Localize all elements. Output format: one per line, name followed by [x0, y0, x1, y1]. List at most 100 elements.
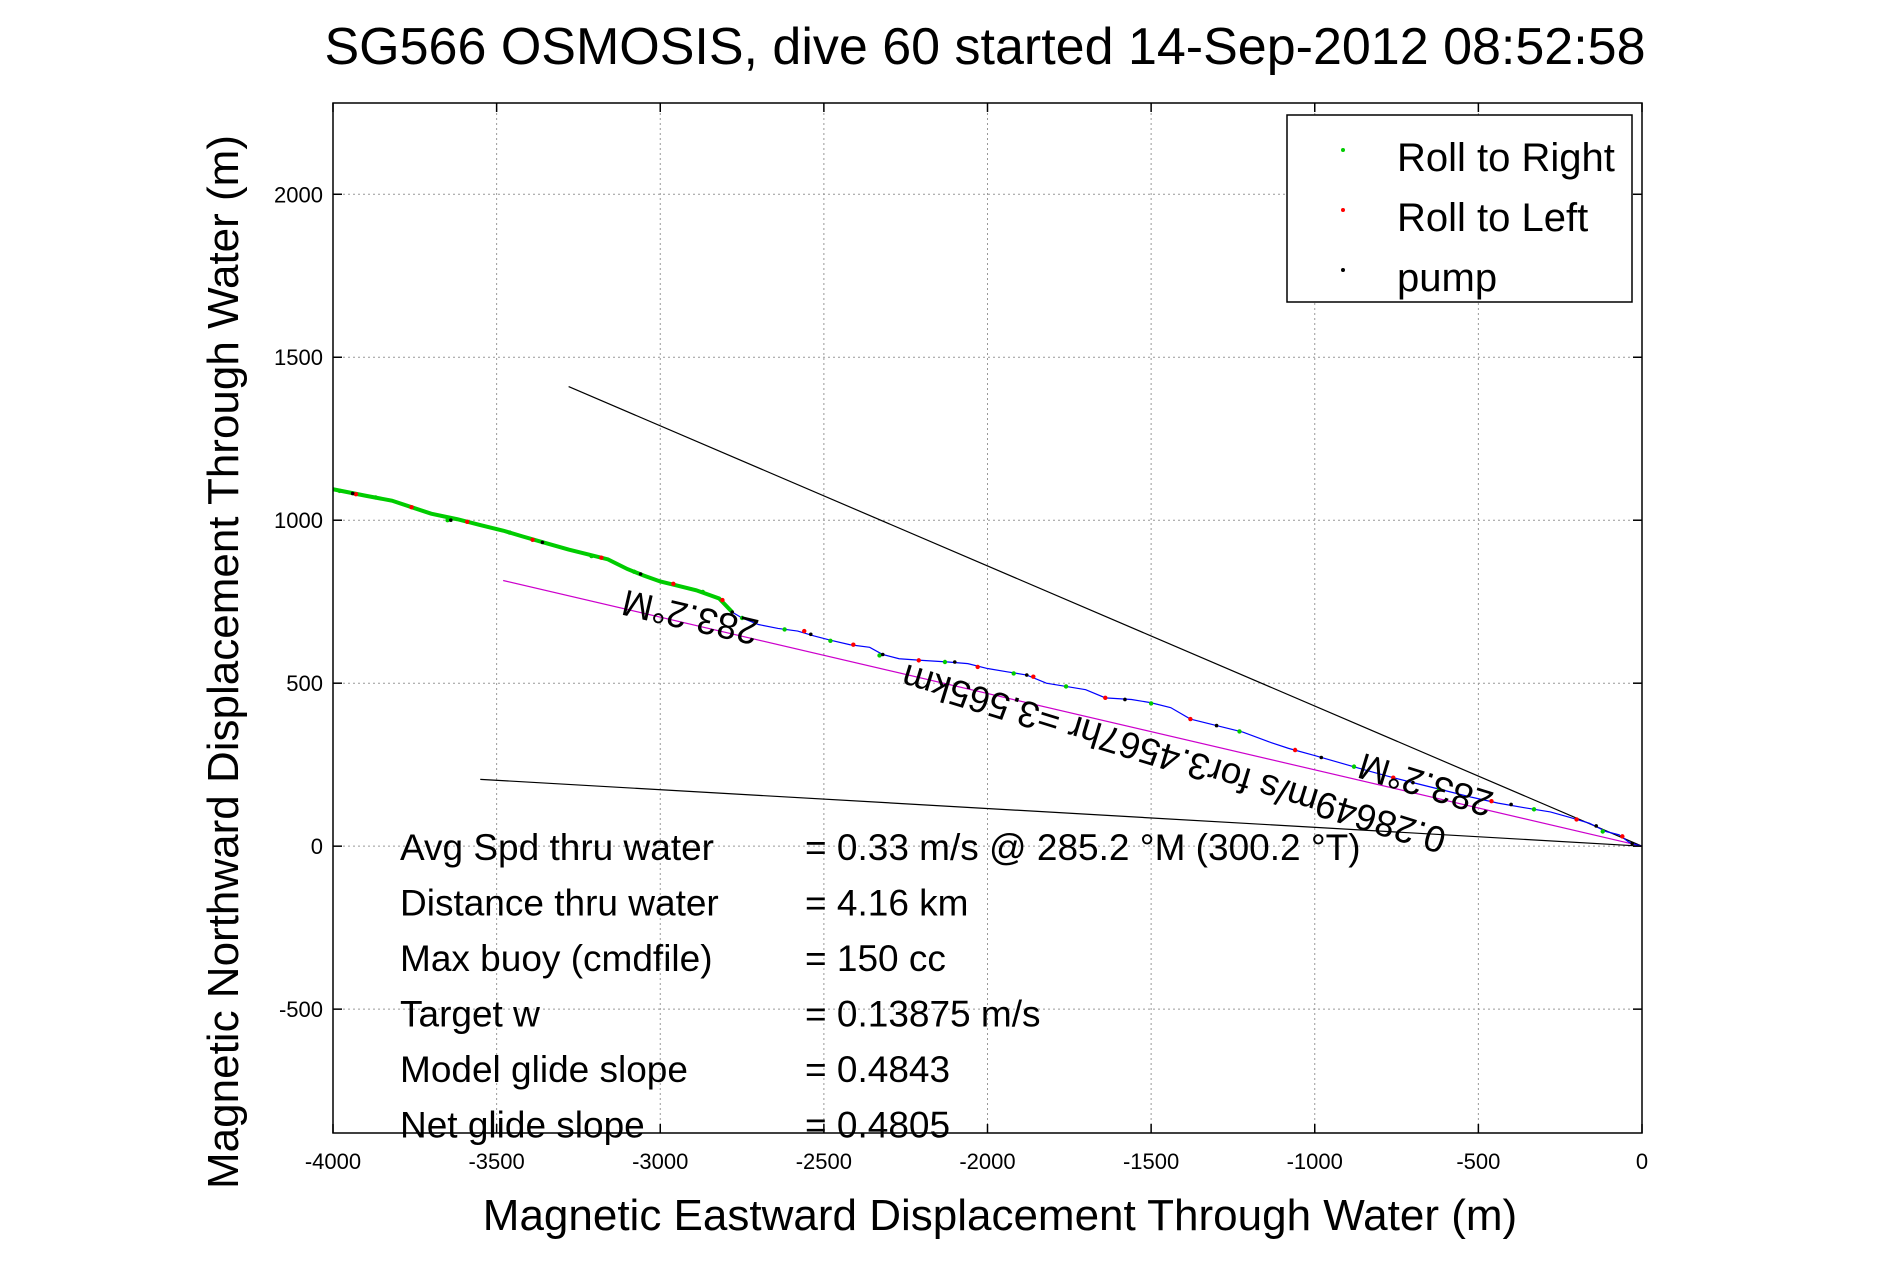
pump-point: [540, 540, 545, 545]
roll-right-point: [589, 553, 594, 559]
y-tick-label: -500: [279, 997, 323, 1022]
roll-right-point: [782, 627, 787, 632]
y-tick-label: 1500: [274, 345, 323, 370]
pump-point: [1630, 841, 1634, 846]
legend-label-roll-right: Roll to Right: [1397, 136, 1615, 180]
pump-point: [730, 610, 735, 614]
stat-label: Avg Spd thru water: [400, 827, 714, 868]
roll-left-point: [802, 628, 807, 634]
roll-right-point: [1351, 764, 1357, 769]
roll-left-point: [353, 491, 359, 497]
pump-point: [808, 632, 813, 637]
roll-left-point: [530, 537, 535, 542]
roll-left-point: [1574, 817, 1579, 822]
roll-right-point: [877, 653, 882, 658]
roll-right-point: [1531, 807, 1537, 812]
roll-right-point: [1436, 786, 1442, 792]
x-tick-label: 0: [1636, 1149, 1648, 1174]
stat-label: Net glide slope: [400, 1105, 645, 1146]
reference-lines: [480, 386, 1643, 847]
x-axis-ticks: -4000 -3500 -3000 -2500 -2000 -1500 -1000 -500 0: [305, 103, 1648, 1174]
stat-label: Target w: [400, 994, 540, 1035]
legend-marker-roll-left: [1341, 208, 1345, 212]
reference-line: [480, 778, 1643, 847]
stat-value: = 0.4843: [805, 1049, 950, 1090]
reference-line: [568, 386, 1643, 847]
roll-right-point: [1237, 729, 1242, 734]
data-markers: [337, 488, 1634, 846]
reference-line: [503, 579, 1643, 847]
stat-value: = 150 cc: [805, 938, 946, 979]
roll-right-point: [1600, 829, 1605, 834]
x-tick-label: -3500: [468, 1149, 524, 1174]
roll-right-point: [1148, 701, 1154, 706]
pump-point: [1509, 802, 1513, 807]
roll-right-point: [373, 495, 378, 500]
pump-point: [1123, 697, 1127, 702]
legend: Roll to Right Roll to Left pump: [1286, 114, 1633, 303]
pump-point: [952, 660, 957, 664]
roll-left-point: [916, 658, 921, 663]
x-tick-label: -2500: [796, 1149, 852, 1174]
stats-block: Avg Spd thru water = 0.33 m/s @ 285.2 °M …: [400, 827, 1361, 1146]
x-tick-label: -3000: [632, 1149, 688, 1174]
pump-point: [350, 491, 355, 496]
pump-point: [1024, 673, 1029, 677]
pump-point: [638, 572, 643, 576]
stat-label: Model glide slope: [400, 1049, 688, 1090]
roll-left-point: [409, 504, 414, 510]
roll-right-point: [828, 638, 833, 644]
y-tick-label: 0: [311, 834, 323, 859]
x-tick-label: -500: [1456, 1149, 1500, 1174]
stat-label: Max buoy (cmdfile): [400, 938, 713, 979]
roll-right-point: [700, 589, 705, 595]
roll-left-point: [1188, 716, 1193, 722]
legend-label-pump: pump: [1397, 256, 1497, 300]
x-tick-label: -1000: [1287, 1149, 1343, 1174]
x-tick-label: -2000: [959, 1149, 1015, 1174]
stat-value: = 0.4805: [805, 1105, 950, 1146]
pump-point: [880, 652, 885, 657]
y-tick-label: 500: [286, 671, 323, 696]
y-axis-label: Magnetic Northward Displacement Through …: [199, 135, 248, 1189]
stat-value: = 0.13875 m/s: [805, 994, 1041, 1035]
roll-left-point: [671, 581, 676, 586]
x-tick-label: -4000: [305, 1149, 361, 1174]
roll-left-point: [1292, 747, 1298, 753]
roll-left-point: [1620, 834, 1625, 839]
stat-value: = 4.16 km: [805, 883, 969, 924]
track-annotation: 283.2°M: [618, 582, 762, 653]
pump-point: [1214, 723, 1219, 728]
x-axis-label: Magnetic Eastward Displacement Through W…: [483, 1191, 1517, 1240]
y-tick-label: 2000: [274, 182, 323, 207]
roll-left-point: [1391, 775, 1396, 780]
x-tick-label: -1500: [1123, 1149, 1179, 1174]
roll-right-point: [739, 615, 745, 621]
roll-left-point: [720, 597, 725, 603]
roll-right-point: [507, 530, 512, 535]
chart-title: SG566 OSMOSIS, dive 60 started 14-Sep-20…: [324, 18, 1645, 76]
y-axis-ticks: -500 0 500 1000 1500 2000: [274, 182, 1642, 1022]
pump-point: [1594, 824, 1598, 828]
roll-right-point: [1011, 671, 1016, 676]
roll-right-point: [1063, 684, 1069, 689]
roll-right-point: [445, 518, 450, 523]
roll-left-point: [851, 642, 856, 647]
roll-right-point: [631, 569, 637, 574]
roll-right-point: [337, 488, 342, 494]
legend-marker-pump: [1341, 268, 1345, 272]
roll-left-point: [599, 555, 604, 560]
stat-value: = 0.33 m/s @ 285.2 °M (300.2 °T): [805, 827, 1361, 868]
y-tick-label: 1000: [274, 508, 323, 533]
stat-label: Distance thru water: [400, 883, 719, 924]
roll-left-point: [1489, 798, 1494, 804]
legend-marker-roll-right: [1341, 148, 1345, 152]
roll-left-point: [1031, 674, 1036, 679]
roll-left-point: [975, 664, 980, 670]
pump-point: [1319, 755, 1324, 760]
roll-left-point: [1103, 695, 1108, 701]
pump-point: [1411, 780, 1415, 785]
pump-point: [449, 518, 453, 523]
